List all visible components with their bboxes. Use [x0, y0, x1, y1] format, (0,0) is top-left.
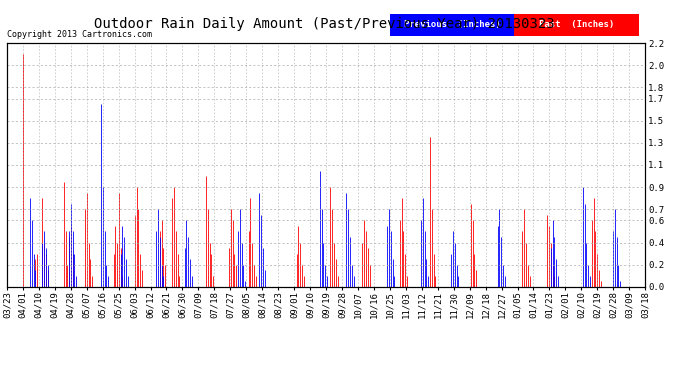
Text: Outdoor Rain Daily Amount (Past/Previous Year) 20130323: Outdoor Rain Daily Amount (Past/Previous…: [94, 17, 555, 31]
Text: Previous  (Inches): Previous (Inches): [404, 20, 500, 29]
FancyBboxPatch shape: [390, 14, 514, 36]
FancyBboxPatch shape: [514, 14, 639, 36]
Text: Copyright 2013 Cartronics.com: Copyright 2013 Cartronics.com: [7, 30, 152, 39]
Text: Past  (Inches): Past (Inches): [539, 20, 614, 29]
